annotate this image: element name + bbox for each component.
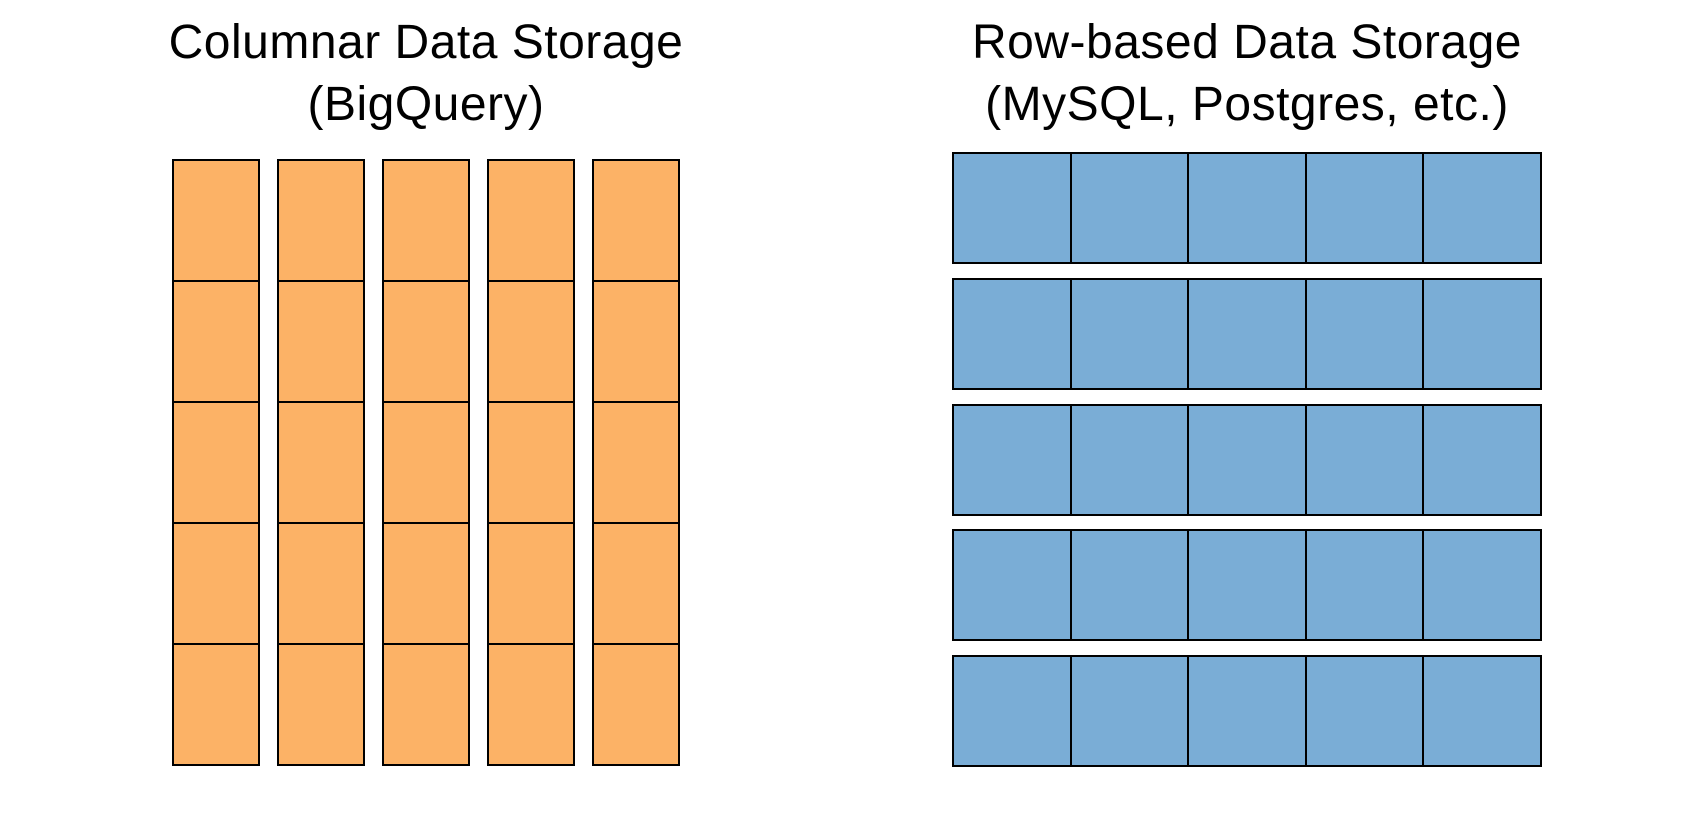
- row-cell: [1424, 406, 1540, 514]
- columnar-panel-title: Columnar Data Storage (BigQuery): [132, 12, 720, 136]
- storage-row: [952, 529, 1542, 642]
- storage-row: [952, 152, 1542, 264]
- column-cell: [489, 161, 573, 282]
- column-cell: [594, 282, 678, 403]
- storage-row: [952, 277, 1542, 390]
- row-cell: [954, 405, 1072, 514]
- storage-row: [952, 655, 1542, 767]
- column-cell: [279, 403, 363, 524]
- column-cell: [384, 161, 468, 282]
- row-based-storage-grid: [952, 152, 1542, 767]
- column-cell: [594, 645, 678, 764]
- columnar-title-line1: Columnar Data Storage: [168, 16, 684, 69]
- storage-column: [277, 159, 365, 766]
- row-cell: [1072, 405, 1190, 514]
- column-cell: [489, 524, 573, 645]
- column-cell: [384, 403, 468, 524]
- row-cell: [1307, 531, 1425, 640]
- row-cell: [954, 279, 1072, 388]
- row-cell: [954, 657, 1072, 765]
- column-cell: [594, 403, 678, 524]
- column-cell: [174, 524, 258, 645]
- row-based-panel-title: Row-based Data Storage (MySQL, Postgres,…: [922, 12, 1572, 136]
- row-cell: [1424, 280, 1540, 388]
- row-cell: [1072, 279, 1190, 388]
- storage-row: [952, 403, 1542, 516]
- row-cell: [1424, 657, 1540, 765]
- row-cell: [1307, 154, 1425, 262]
- storage-column: [382, 159, 470, 766]
- column-cell: [489, 403, 573, 524]
- storage-column: [487, 159, 575, 766]
- column-cell: [489, 645, 573, 764]
- row-cell: [1189, 154, 1307, 262]
- column-cell: [594, 524, 678, 645]
- row-cell: [1189, 531, 1307, 640]
- row-cell: [1189, 279, 1307, 388]
- row-cell: [1072, 531, 1190, 640]
- row-cell: [1072, 657, 1190, 765]
- column-cell: [174, 403, 258, 524]
- column-cell: [279, 282, 363, 403]
- row-cell: [1307, 279, 1425, 388]
- row-cell: [954, 154, 1072, 262]
- column-cell: [384, 524, 468, 645]
- columnar-storage-grid: [172, 159, 680, 766]
- column-cell: [489, 282, 573, 403]
- row-cell: [1072, 154, 1190, 262]
- column-cell: [384, 645, 468, 764]
- column-cell: [279, 161, 363, 282]
- row-cell: [954, 531, 1072, 640]
- row-based-title-line2: (MySQL, Postgres, etc.): [985, 78, 1509, 131]
- row-cell: [1307, 657, 1425, 765]
- row-cell: [1424, 531, 1540, 639]
- column-cell: [174, 645, 258, 764]
- storage-column: [592, 159, 680, 766]
- column-cell: [594, 161, 678, 282]
- column-cell: [174, 282, 258, 403]
- column-cell: [279, 645, 363, 764]
- column-cell: [384, 282, 468, 403]
- row-cell: [1189, 405, 1307, 514]
- column-cell: [174, 161, 258, 282]
- row-cell: [1424, 154, 1540, 262]
- row-cell: [1189, 657, 1307, 765]
- row-based-title-line1: Row-based Data Storage: [972, 16, 1522, 69]
- row-cell: [1307, 405, 1425, 514]
- columnar-title-line2: (BigQuery): [307, 78, 545, 131]
- column-cell: [279, 524, 363, 645]
- storage-column: [172, 159, 260, 766]
